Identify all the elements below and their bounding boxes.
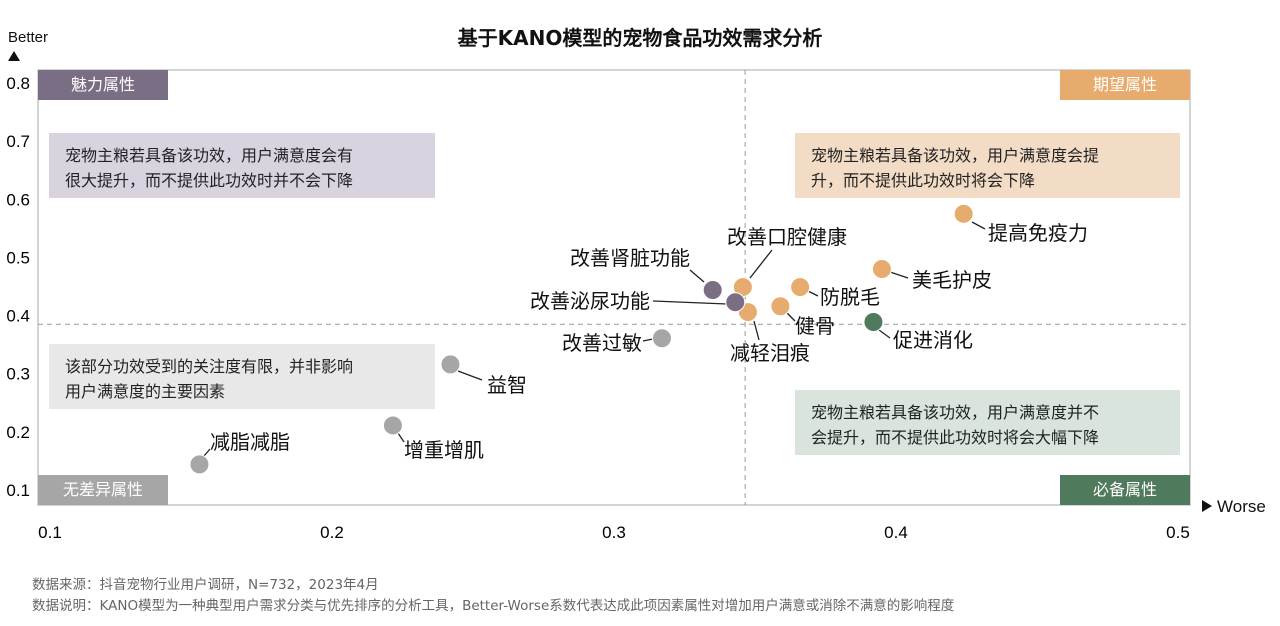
data-point <box>725 292 746 313</box>
point-label: 促进消化 <box>893 328 973 352</box>
data-point <box>702 279 723 300</box>
leader-line <box>457 370 483 381</box>
footnote-note: 数据说明：KANO模型为一种典型用户需求分类与优先排序的分析工具，Better-… <box>32 598 955 614</box>
desc-line: 宠物主粮若具备该功效，用户满意度会提 <box>811 146 1100 165</box>
x-tick-label: 0.5 <box>1166 523 1190 542</box>
desc-box-attractive: 宠物主粮若具备该功效，用户满意度会有 很大提升，而不提供此功效时并不会下降 <box>49 133 435 198</box>
point-label: 改善过敏 <box>562 331 642 355</box>
x-tick-label: 0.2 <box>320 523 344 542</box>
point-label: 减脂减脂 <box>210 430 290 454</box>
leader-line <box>642 338 654 342</box>
point-label: 防脱毛 <box>820 285 880 309</box>
y-tick-label: 0.4 <box>6 307 30 326</box>
leader-line <box>878 329 891 339</box>
quadrant-label-indifferent: 无差异属性 <box>38 475 168 505</box>
point-label: 改善口腔健康 <box>727 225 847 249</box>
y-tick-label: 0.5 <box>6 248 30 267</box>
leader-line <box>652 300 728 305</box>
y-axis-label: Better <box>8 29 49 46</box>
desc-line: 会提升，而不提供此功效时将会大幅下降 <box>811 428 1100 447</box>
leader-line <box>971 221 986 230</box>
point-label: 改善泌尿功能 <box>530 289 650 313</box>
x-tick-label: 0.4 <box>884 523 908 542</box>
desc-line: 该部分功效受到的关注度有限，并非影响 <box>65 357 354 376</box>
data-point <box>790 277 811 298</box>
y-tick-label: 0.3 <box>6 365 30 384</box>
point-label: 健骨 <box>795 314 835 338</box>
desc-line: 升，而不提供此功效时将会下降 <box>811 171 1036 190</box>
point-label: 益智 <box>487 373 527 397</box>
point-label: 增重增肌 <box>404 438 484 462</box>
desc-box-one-dimensional: 宠物主粮若具备该功效，用户满意度会提 升，而不提供此功效时将会下降 <box>795 133 1180 198</box>
quadrant-label-attractive: 魅力属性 <box>38 70 168 100</box>
point-label: 提高免疫力 <box>988 221 1088 245</box>
quadrant-label-one-dimensional: 期望属性 <box>1060 70 1190 100</box>
leader-line <box>786 312 796 322</box>
leader-line <box>203 448 211 457</box>
data-point <box>189 454 210 475</box>
leader-line <box>753 320 760 341</box>
chart-title: 基于KANO模型的宠物食品功效需求分析 <box>457 26 823 50</box>
data-point <box>382 415 403 436</box>
x-axis-arrow-icon <box>1202 500 1212 512</box>
data-point <box>871 259 892 280</box>
desc-box-indifferent: 该部分功效受到的关注度有限，并非影响 用户满意度的主要因素 <box>49 344 435 409</box>
desc-line: 很大提升，而不提供此功效时并不会下降 <box>65 171 354 190</box>
leader-line <box>807 290 819 297</box>
quadrant-label-must-be: 必备属性 <box>1060 475 1190 505</box>
data-point <box>651 328 672 349</box>
data-point <box>440 354 461 375</box>
y-tick-label: 0.8 <box>6 74 30 93</box>
y-tick-label: 0.6 <box>6 190 30 209</box>
desc-box-must-be: 宠物主粮若具备该功效，用户满意度并不 会提升，而不提供此功效时将会大幅下降 <box>795 390 1180 455</box>
x-tick-label: 0.1 <box>38 523 62 542</box>
desc-line: 宠物主粮若具备该功效，用户满意度并不 <box>811 403 1100 422</box>
y-tick-label: 0.7 <box>6 132 30 151</box>
data-point <box>863 311 884 332</box>
point-label: 改善肾脏功能 <box>570 246 690 270</box>
x-tick-label: 0.3 <box>602 523 626 542</box>
data-point <box>953 203 974 224</box>
desc-line: 宠物主粮若具备该功效，用户满意度会有 <box>65 146 354 165</box>
leader-line <box>689 269 705 283</box>
leader-line <box>889 271 909 279</box>
plot-frame <box>37 69 1191 506</box>
leader-line <box>397 432 405 443</box>
desc-line: 用户满意度的主要因素 <box>65 382 226 401</box>
y-axis-arrow-icon <box>8 51 20 61</box>
y-tick-label: 0.1 <box>6 481 30 500</box>
x-axis-label: Worse <box>1217 497 1266 516</box>
y-tick-label: 0.2 <box>6 423 30 442</box>
point-label: 减轻泪痕 <box>730 341 810 365</box>
leader-line <box>749 249 773 279</box>
data-point <box>770 296 791 317</box>
footnote-source: 数据来源：抖音宠物行业用户调研，N=732，2023年4月 <box>32 577 379 593</box>
point-label: 美毛护皮 <box>912 268 992 292</box>
